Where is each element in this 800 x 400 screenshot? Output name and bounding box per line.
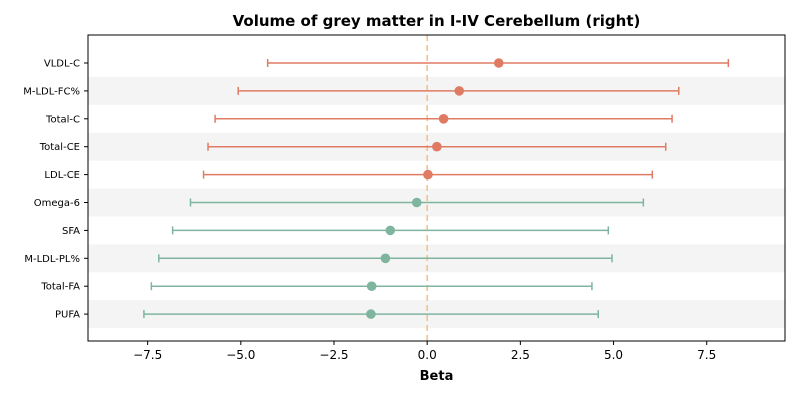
- y-tick-label: SFA: [62, 226, 80, 237]
- y-axis-ticks: VLDL-C M-LDL-FC% Total-C Total-CE LDL-CE Omeg…: [23, 59, 88, 321]
- x-tick-label: −7.5: [133, 348, 162, 362]
- x-axis-label: Beta: [420, 369, 454, 384]
- beta-point: [366, 281, 377, 292]
- x-tick-label: 5.0: [604, 348, 623, 362]
- beta-point: [454, 86, 465, 96]
- estimate-row: [207, 141, 667, 152]
- y-tick-label: PUFA: [55, 310, 80, 321]
- y-tick-label: Total-CE: [39, 142, 80, 153]
- beta-point: [366, 309, 376, 319]
- x-tick-label: 0.0: [418, 348, 437, 362]
- estimate-row: [150, 281, 593, 292]
- estimate-row: [171, 225, 610, 236]
- beta-point: [432, 141, 442, 152]
- beta-point: [411, 197, 422, 208]
- beta-point: [493, 58, 504, 68]
- x-tick-label: −5.0: [226, 348, 255, 362]
- chart-title: Volume of grey matter in I-IV Cerebellum…: [233, 12, 641, 30]
- beta-point: [423, 169, 433, 180]
- estimate-row: [189, 197, 645, 208]
- estimate-row: [266, 58, 730, 68]
- y-tick-label: M-LDL-PL%: [24, 254, 80, 265]
- estimate-row: [202, 169, 654, 180]
- estimate-row: [143, 309, 600, 319]
- estimate-row: [237, 86, 680, 96]
- y-tick-label: M-LDL-FC%: [23, 86, 80, 97]
- y-tick-label: Total-C: [45, 114, 80, 125]
- y-tick-label: Omega-6: [34, 198, 80, 209]
- beta-point: [385, 225, 396, 236]
- estimate-row: [214, 114, 673, 124]
- x-tick-label: −2.5: [319, 348, 348, 362]
- x-tick-label: 2.5: [511, 348, 530, 362]
- y-tick-label: VLDL-C: [44, 59, 80, 70]
- y-tick-label: LDL-CE: [44, 170, 80, 181]
- x-tick-label: 7.5: [697, 348, 716, 362]
- estimate-row: [158, 253, 613, 264]
- y-tick-label: Total-FA: [40, 282, 80, 293]
- beta-point: [380, 253, 391, 264]
- beta-point: [438, 114, 449, 124]
- estimate-rows: [143, 58, 730, 319]
- x-axis-ticks: −7.5 −5.0 −2.5 0.0 2.5 5.0 7.5: [133, 341, 716, 362]
- axes-frame: [87, 34, 786, 342]
